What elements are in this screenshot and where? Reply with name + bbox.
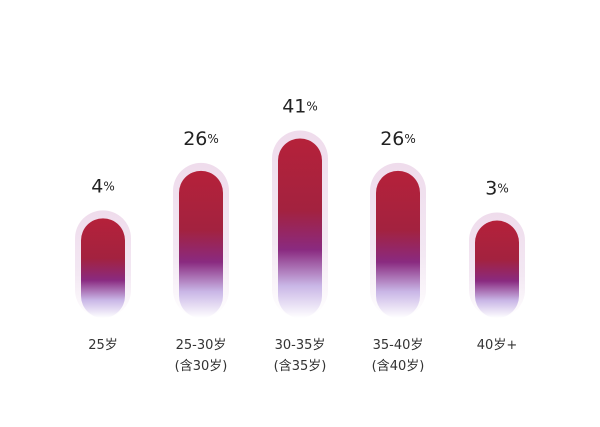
- value-label: 26%: [183, 127, 219, 149]
- bar: [179, 170, 223, 318]
- value-label: 4%: [91, 175, 115, 197]
- value-label: 3%: [485, 177, 509, 199]
- bar: [376, 170, 420, 318]
- value-label: 26%: [380, 127, 416, 149]
- category-label: 30-35岁(含35岁): [274, 338, 327, 374]
- bar: [81, 218, 125, 318]
- value-label: 41%: [282, 95, 318, 117]
- category-label: 35-40岁(含40岁): [372, 338, 425, 374]
- bar: [278, 138, 322, 318]
- category-label: 25岁: [88, 338, 118, 353]
- category-label: 25-30岁(含30岁): [175, 338, 228, 374]
- category-label: 40岁+: [477, 338, 517, 353]
- bar: [475, 220, 519, 318]
